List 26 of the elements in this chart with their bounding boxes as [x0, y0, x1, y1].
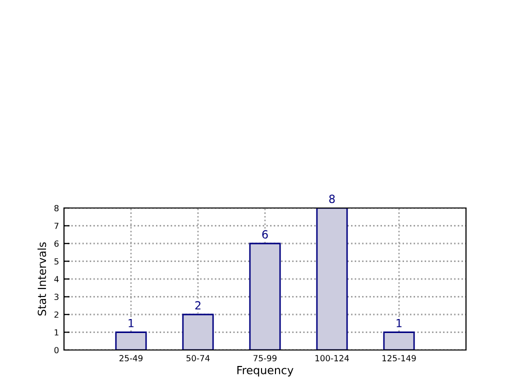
data-label: 6: [262, 230, 268, 239]
y-axis-title: Stat Intervals: [38, 242, 46, 316]
bar: [182, 314, 214, 350]
x-tick-label: 75-99: [254, 355, 277, 362]
bar: [383, 332, 415, 350]
y-tick-label: 1: [54, 329, 58, 336]
y-tick-label: 6: [54, 240, 59, 247]
x-tick-label: 25-49: [120, 355, 143, 362]
data-label: 2: [195, 301, 200, 310]
data-label: 1: [396, 319, 402, 328]
y-tick-label: 4: [54, 276, 59, 282]
bar: [115, 332, 147, 350]
y-tick-label: 3: [54, 294, 58, 300]
y-tick-label: 2: [54, 311, 58, 318]
bar: [249, 242, 281, 350]
x-tick-label: 50-74: [186, 355, 210, 362]
y-tick-label: 5: [54, 258, 58, 265]
data-label: 1: [128, 319, 134, 328]
x-tick-label: 125-149: [382, 355, 416, 362]
bar: [316, 208, 348, 350]
x-tick-label: 100-124: [316, 355, 349, 362]
y-tick-label: 8: [54, 204, 59, 212]
x-axis-title: Frequency: [237, 366, 294, 376]
data-label: 8: [329, 194, 335, 204]
y-tick-label: 7: [54, 222, 58, 229]
y-tick-label: 0: [54, 346, 59, 354]
